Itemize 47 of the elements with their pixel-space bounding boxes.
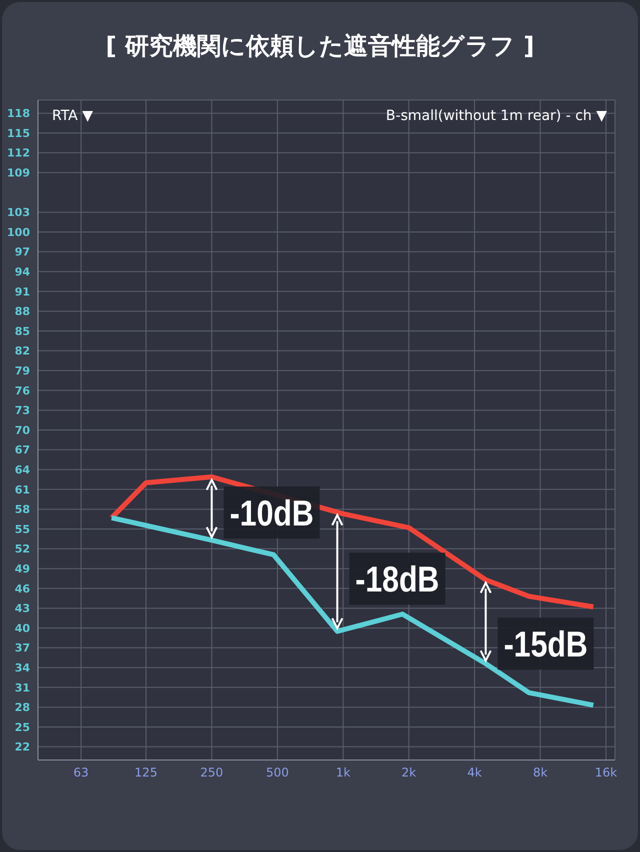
x-tick-label: 1k xyxy=(336,766,350,780)
x-tick-label: 4k xyxy=(467,766,482,780)
y-tick-label: 115 xyxy=(7,126,30,140)
x-tick-label: 16k xyxy=(594,766,618,780)
y-tick-label: 88 xyxy=(14,305,30,318)
x-tick-label: 125 xyxy=(134,766,158,780)
y-tick-label: 58 xyxy=(14,503,30,516)
y-tick-label: 118 xyxy=(7,107,30,120)
y-tick-label: 76 xyxy=(14,384,30,398)
y-tick-label: 46 xyxy=(14,582,30,596)
y-tick-label: 61 xyxy=(14,483,30,496)
y-tick-label: 97 xyxy=(14,246,30,259)
y-tick-label: 103 xyxy=(7,206,30,220)
y-tick-label: 64 xyxy=(14,464,30,477)
y-tick-label: 37 xyxy=(14,642,30,655)
annotation: B-small(without 1m rear) - ch ▼ xyxy=(386,108,608,124)
annotation: RTA ▼ xyxy=(52,108,94,124)
y-tick-label: 55 xyxy=(14,522,30,536)
y-tick-label: 40 xyxy=(14,622,30,635)
y-tick-label: 67 xyxy=(14,444,30,457)
annotation: -10dB xyxy=(230,492,330,534)
y-tick-label: 109 xyxy=(7,166,30,180)
y-tick-label: 94 xyxy=(14,266,30,279)
y-tick-label: 85 xyxy=(14,324,30,338)
y-tick-label: 31 xyxy=(14,681,30,694)
y-tick-label: 43 xyxy=(14,602,30,616)
x-tick-label: 250 xyxy=(200,766,224,780)
y-tick-label: 25 xyxy=(14,720,30,734)
y-tick-label: 52 xyxy=(14,542,30,556)
y-tick-label: 100 xyxy=(7,226,30,239)
y-tick-label: 79 xyxy=(14,364,30,378)
y-tick-label: 73 xyxy=(14,404,30,418)
x-tick-label: 500 xyxy=(266,766,289,780)
y-tick-label: 28 xyxy=(14,701,30,714)
x-tick-label: 8k xyxy=(532,766,548,780)
y-tick-label: 34 xyxy=(14,662,30,675)
annotation: -15dB xyxy=(504,624,604,665)
annotation: -18dB xyxy=(355,558,456,600)
y-tick-label: 22 xyxy=(14,740,30,754)
y-tick-label: 91 xyxy=(14,285,30,298)
y-tick-label: 70 xyxy=(14,424,30,437)
y-tick-label: 49 xyxy=(14,562,30,576)
y-tick-label: 82 xyxy=(14,344,30,358)
x-tick-label: 2k xyxy=(402,766,416,780)
y-tick-label: 112 xyxy=(7,146,30,160)
x-tick-label: 63 xyxy=(73,766,89,780)
chart-title: [ 研究機関に依頼した遮音性能グラフ ] xyxy=(104,31,536,62)
